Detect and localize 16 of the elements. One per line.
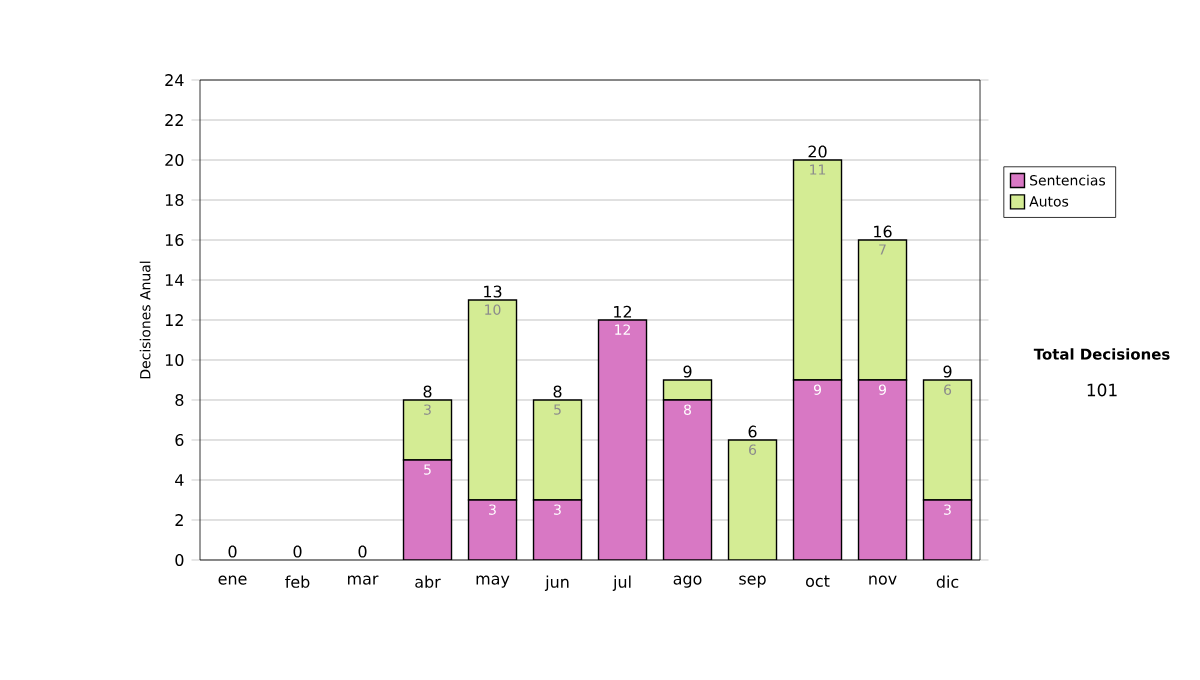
bar bbox=[402, 399, 453, 461]
bar bbox=[597, 319, 648, 560]
text: 101 bbox=[1087, 383, 1117, 397]
bar bbox=[792, 159, 843, 381]
bar bbox=[792, 379, 843, 560]
bar bbox=[922, 379, 973, 501]
bar bbox=[467, 299, 518, 501]
bar bbox=[402, 459, 453, 560]
bar bbox=[857, 379, 908, 560]
bar bbox=[727, 439, 778, 560]
bar bbox=[857, 239, 908, 381]
bar bbox=[467, 499, 518, 560]
bar bbox=[532, 499, 583, 560]
bar bbox=[662, 399, 713, 560]
bar bbox=[922, 499, 973, 560]
bar bbox=[532, 399, 583, 501]
